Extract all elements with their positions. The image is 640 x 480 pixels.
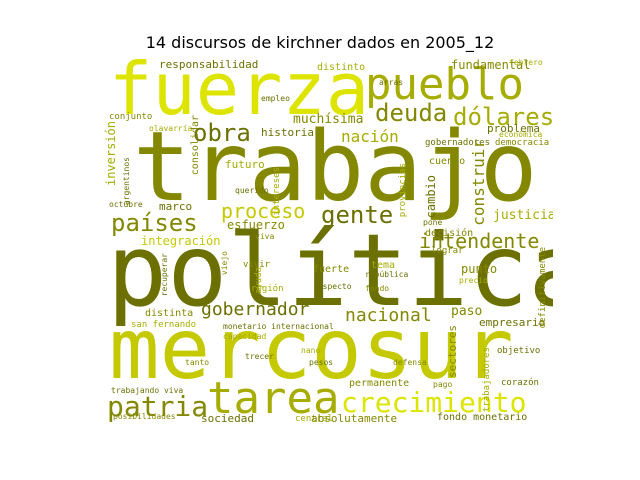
word-integracion: integración <box>141 234 221 248</box>
word-responsabilidad: responsabilidad <box>159 58 259 71</box>
word-corazon: corazón <box>501 378 539 388</box>
word-region: región <box>251 284 284 294</box>
word-tema: tema <box>371 260 396 271</box>
word-pueblo: pueblo <box>365 59 524 110</box>
word-lograr: lograr <box>431 246 464 256</box>
word-decision: decisión <box>425 228 474 239</box>
word-intendente: intendente <box>419 229 540 253</box>
word-viva: viva <box>255 232 275 241</box>
word-consolidar: consolidar <box>190 115 201 176</box>
word-fondo: fondo <box>365 284 390 293</box>
word-arras: arras <box>379 78 404 87</box>
word-octubre: octubre <box>109 200 143 209</box>
word-defensa: defensa <box>393 358 427 367</box>
word-empleo: empleo <box>261 94 290 103</box>
word-gobernadores: gobernadores <box>425 138 491 148</box>
word-querido: querido <box>235 186 269 195</box>
word-inversion: inversión <box>104 121 118 187</box>
word-absolutamente: absolutamente <box>311 412 398 425</box>
word-nano: nano <box>301 346 321 355</box>
word-cuenco: cuenco <box>429 156 466 167</box>
figure-title: 14 discursos de kirchner dados en 2005_1… <box>145 33 495 52</box>
word-historia: historia <box>261 126 314 139</box>
word-respecto: respecto <box>313 282 352 291</box>
word-deuda: deuda <box>375 99 448 127</box>
word-cloud: fuerza pueblo trabajo política mercosur … <box>103 57 553 427</box>
word-obra: obra <box>193 119 251 147</box>
word-pesos: pesos <box>309 358 334 367</box>
word-fundamental: fundamental <box>451 58 531 72</box>
word-san-fernando: san fernando <box>131 320 197 330</box>
word-tarea: tarea <box>207 373 340 424</box>
word-argentinos: argentinos <box>122 157 131 206</box>
word-sectores: sectores <box>446 325 459 378</box>
word-precio: precio <box>459 276 488 285</box>
word-gente: gente <box>321 201 394 229</box>
word-patria: patria <box>107 390 209 423</box>
word-sociedad: sociedad <box>201 412 254 425</box>
word-economica: económica <box>499 130 543 139</box>
word-intereses: intereses <box>272 167 282 216</box>
word-central: central <box>295 414 333 424</box>
word-pago: pago <box>433 380 453 389</box>
word-febrero: febrero <box>509 58 543 67</box>
word-fondo-monetario: fondo monetario <box>437 412 528 423</box>
word-fuerza: fuerza <box>109 57 370 131</box>
word-distinto: distinto <box>317 62 366 73</box>
word-capacidad: capacidad <box>223 332 267 341</box>
word-objetivo: objetivo <box>497 346 541 356</box>
word-recuperar: recuperar <box>160 253 169 297</box>
word-pone: pone <box>423 218 443 227</box>
word-paises: países <box>111 209 198 237</box>
word-vivir: vivir <box>243 260 271 270</box>
word-empresario: empresario <box>479 316 546 329</box>
word-monetario-internacional: monetario internacional <box>223 322 334 331</box>
word-dolares: dólares <box>453 103 553 131</box>
word-esfuerzo: esfuerzo <box>227 218 285 232</box>
word-distinta: distinta <box>145 308 194 319</box>
word-olavarria: olavarría <box>149 124 193 133</box>
word-fuerte: fuerte <box>313 264 350 275</box>
word-muchisima: muchísima <box>293 112 364 127</box>
word-proceso: proceso <box>221 199 306 223</box>
word-definitivamente: definitivamente <box>538 247 548 329</box>
word-trabajando-viva: trabajando viva <box>111 386 184 395</box>
word-trabajo: trabajo <box>133 111 538 223</box>
word-republica: república <box>365 270 409 279</box>
word-trabajadores: trabajadores <box>482 347 492 413</box>
word-nacion: nación <box>341 127 399 146</box>
word-justicia: justicia <box>493 208 553 223</box>
word-conjunto: conjunto <box>109 112 153 122</box>
word-punto: punto <box>461 262 498 276</box>
word-nacional: nacional <box>345 305 432 326</box>
word-tanto: tanto <box>185 358 210 367</box>
word-cambio: cambio <box>424 175 438 219</box>
word-ayuda: ayuda <box>254 267 264 295</box>
word-problema: problema <box>487 122 540 135</box>
word-paso: paso <box>451 304 483 319</box>
word-trecer: trecer <box>245 352 274 361</box>
word-posibilidades: posibilidades <box>113 412 176 421</box>
word-marco: marco <box>159 200 193 213</box>
word-provincias: provincias <box>398 163 408 218</box>
word-politica: política <box>107 212 553 329</box>
word-democracia: democracia <box>495 138 550 148</box>
word-mercosur: mercosur <box>109 300 514 398</box>
word-futuro: futuro <box>225 158 265 171</box>
word-viejo: viejo <box>220 251 229 276</box>
word-crecimiento: crecimiento <box>341 386 527 419</box>
word-permanente: permanente <box>349 378 410 389</box>
word-gobernador: gobernador <box>201 299 310 320</box>
word-construir: construir <box>469 139 488 226</box>
